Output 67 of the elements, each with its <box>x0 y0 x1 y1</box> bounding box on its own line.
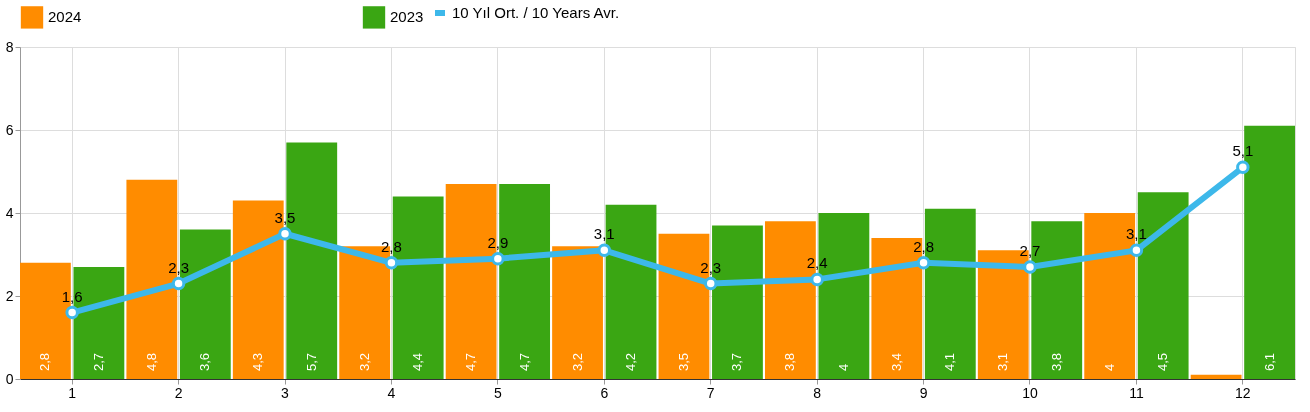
x-tick-label: 1 <box>68 384 77 401</box>
data-label: 4,5 <box>1155 352 1171 371</box>
x-tick-label: 4 <box>387 384 396 401</box>
point <box>491 251 505 266</box>
data-label: 2,8 <box>913 237 934 255</box>
data-label: 4,1 <box>942 352 958 371</box>
point <box>384 256 399 270</box>
point <box>810 272 824 287</box>
point <box>597 243 612 258</box>
data-label: 3,5 <box>274 208 296 226</box>
data-label: 3,8 <box>1048 352 1064 371</box>
bar <box>552 246 603 379</box>
y-tick-label: 6 <box>5 121 14 138</box>
legend-label: 2024 <box>48 8 82 26</box>
y-tick-label: 2 <box>5 287 14 304</box>
point <box>278 227 292 241</box>
data-label: 2,8 <box>37 352 53 371</box>
point <box>171 276 186 291</box>
data-label: 3,1 <box>995 352 1011 371</box>
y-tick-label: 8 <box>5 38 14 55</box>
x-tick-label: 6 <box>600 384 609 401</box>
x-tick-label: 11 <box>1129 384 1144 401</box>
bar <box>1190 374 1242 379</box>
data-label: 3,5 <box>675 352 691 371</box>
y-tick-label: 0 <box>5 370 14 387</box>
data-label: 2,9 <box>487 233 509 251</box>
data-label: 3,1 <box>1125 225 1147 243</box>
x-tick-label: 8 <box>813 384 822 401</box>
data-label: 4,2 <box>623 352 639 371</box>
data-label: 2,7 <box>1019 241 1041 259</box>
data-label: 4,4 <box>410 352 426 371</box>
x-tick-label: 2 <box>174 384 183 401</box>
data-label: 3,8 <box>782 352 798 371</box>
point <box>1129 243 1144 258</box>
data-label: 4 <box>1101 363 1117 371</box>
data-label: 3,7 <box>729 352 745 371</box>
data-label: 2,3 <box>700 258 722 276</box>
x-tick-label: 5 <box>493 384 502 401</box>
data-label: 2,8 <box>381 237 402 255</box>
legend-label: 10 Yıl Ort. / 10 Years Avr. <box>452 4 620 21</box>
data-label: 3,2 <box>569 352 585 371</box>
data-label: 3,2 <box>356 352 372 371</box>
data-label: 2,4 <box>806 254 828 272</box>
data-label: 2,7 <box>90 352 106 371</box>
data-label: 4,3 <box>250 352 266 371</box>
point <box>1236 160 1250 175</box>
x-tick-label: 3 <box>281 384 290 401</box>
x-tick-label: 7 <box>706 384 715 401</box>
x-tick-label: 9 <box>919 384 928 401</box>
point <box>65 305 79 320</box>
data-label: 5,7 <box>303 352 319 371</box>
data-label: 4,7 <box>516 352 532 371</box>
data-label: 3,4 <box>888 352 904 371</box>
x-tick-label: 12 <box>1235 384 1251 401</box>
x-tick-label: 10 <box>1022 384 1038 401</box>
point <box>703 276 718 291</box>
y-tick-label: 4 <box>5 204 14 221</box>
data-label: 3,6 <box>197 352 213 371</box>
point <box>1023 260 1037 274</box>
data-label: 1,6 <box>61 287 83 305</box>
data-label: 4,7 <box>463 352 479 371</box>
legend-label: 2023 <box>390 8 424 26</box>
data-label: 4,8 <box>143 352 159 371</box>
data-label: 6,1 <box>1261 352 1277 371</box>
point <box>916 256 931 270</box>
data-label: 4 <box>835 363 851 371</box>
data-label: 2,3 <box>168 258 190 276</box>
